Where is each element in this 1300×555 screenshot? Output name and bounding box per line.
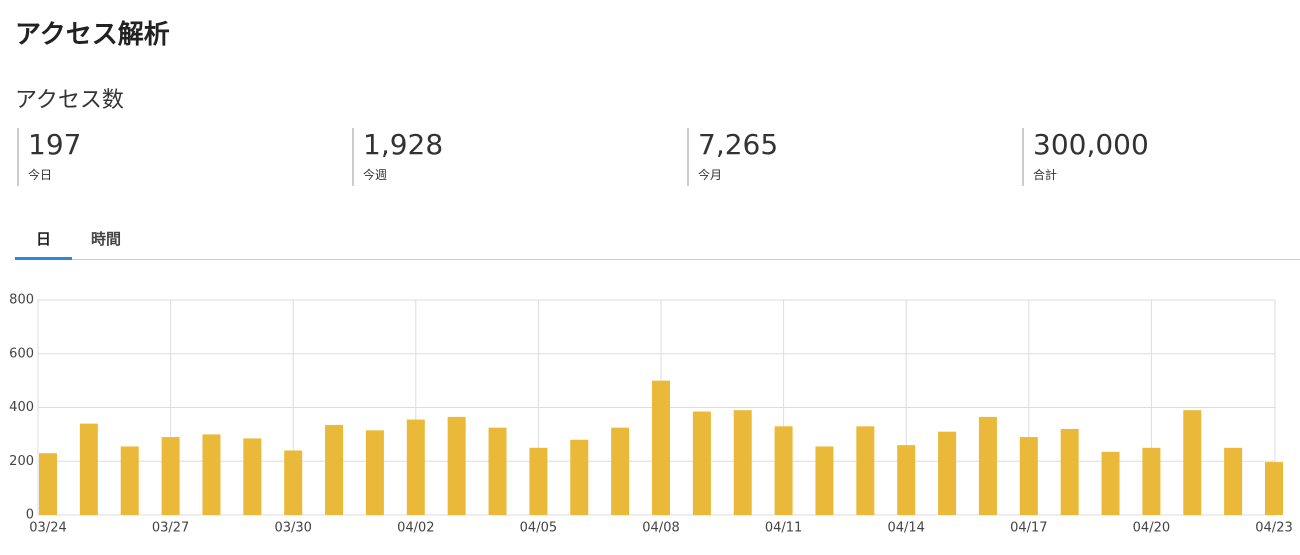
stat: 1,928 今週 [352, 128, 443, 186]
bar [938, 431, 957, 515]
bar [243, 438, 262, 515]
stat: 197 今日 [17, 128, 81, 186]
stat-value: 300,000 [1033, 128, 1149, 161]
y-tick-label: 400 [9, 400, 34, 415]
stat: 300,000 合計 [1022, 128, 1149, 186]
page-title: アクセス解析 [15, 20, 170, 50]
x-tick-label: 04/14 [887, 521, 924, 536]
stat: 7,265 今月 [687, 128, 778, 186]
bar [529, 447, 548, 515]
y-tick-label: 600 [9, 346, 34, 361]
x-tick-label: 04/08 [642, 521, 679, 536]
bar [325, 424, 344, 515]
tab[interactable]: 時間 [91, 230, 122, 248]
bar [1101, 451, 1120, 515]
chart: 0 200 400 600 800 03/24 03/27 03/30 04/02 04/05 04… [9, 293, 1293, 536]
section-title: アクセス数 [15, 88, 124, 113]
bar [488, 427, 507, 515]
x-tick-label: 04/05 [520, 521, 557, 536]
x-tick-label: 03/24 [29, 521, 66, 536]
bar [1142, 447, 1161, 515]
bar [406, 419, 425, 515]
stat-label: 合計 [1033, 168, 1058, 182]
x-tick-label: 04/02 [397, 521, 434, 536]
bar [79, 423, 98, 515]
bar [692, 411, 711, 515]
bar [365, 430, 384, 515]
bar [570, 439, 589, 515]
x-tick-label: 04/23 [1255, 521, 1292, 536]
stat-value: 7,265 [698, 128, 779, 161]
bar [39, 453, 57, 515]
stat-value: 1,928 [363, 128, 444, 161]
bar [1060, 429, 1079, 515]
x-tick-label: 03/30 [274, 521, 311, 536]
bar [978, 416, 997, 515]
bar [447, 416, 466, 515]
stat-label: 今月 [698, 168, 723, 182]
bar [652, 380, 670, 515]
x-tick-label: 04/17 [1010, 521, 1047, 536]
bar [733, 410, 752, 515]
bar [1224, 447, 1243, 515]
x-tick-label: 04/20 [1133, 521, 1170, 536]
bar [161, 437, 180, 515]
stat-value: 197 [28, 128, 82, 161]
stat-label: 今日 [28, 168, 53, 182]
bar [120, 446, 139, 515]
tab[interactable]: 日 [36, 230, 52, 248]
bar [774, 426, 793, 515]
bar [284, 450, 303, 515]
tab-divider [15, 259, 1300, 260]
bar [897, 445, 916, 515]
bar [815, 446, 834, 515]
y-tick-label: 800 [9, 293, 34, 308]
y-tick-label: 200 [9, 454, 34, 469]
bar [611, 427, 630, 515]
y-tick-label: 0 [26, 508, 34, 523]
bar [1019, 437, 1038, 515]
stat-label: 今週 [363, 168, 388, 182]
x-tick-label: 04/11 [765, 521, 802, 536]
bar [856, 426, 875, 515]
bar [202, 434, 221, 515]
x-tick-label: 03/27 [152, 521, 189, 536]
tab-indicator [15, 257, 72, 260]
bar [1183, 410, 1202, 515]
bar [1265, 462, 1283, 515]
